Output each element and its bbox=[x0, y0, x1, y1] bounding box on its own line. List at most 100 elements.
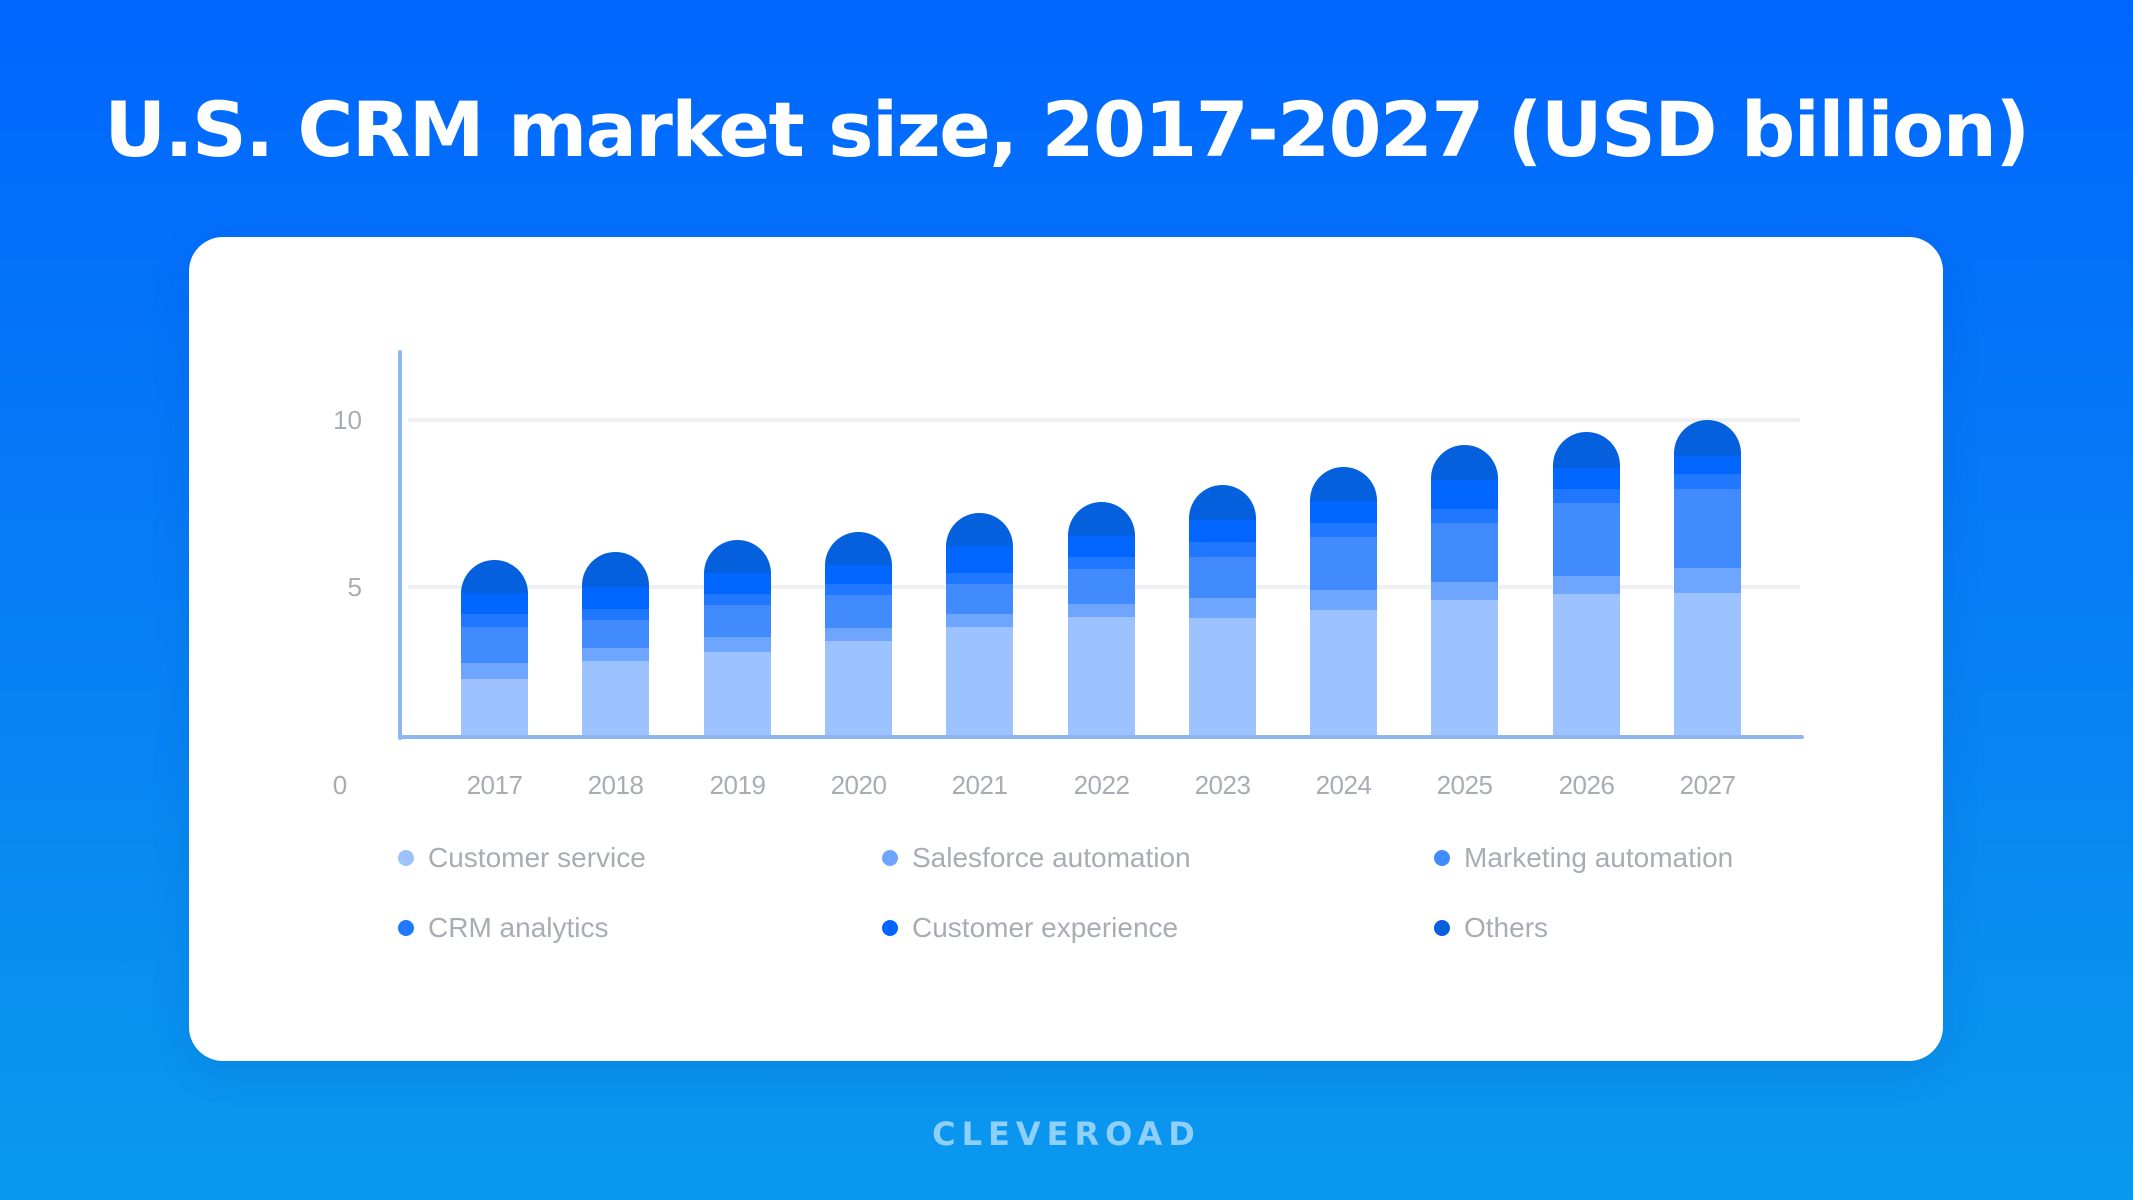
bar-2027 bbox=[1674, 420, 1741, 737]
legend-label: CRM analytics bbox=[428, 912, 609, 943]
bar-segment-marketing-automation bbox=[582, 620, 649, 649]
bar-segment-marketing-automation bbox=[1431, 523, 1498, 583]
legend-dot-icon bbox=[1434, 850, 1450, 866]
bar-segment-marketing-automation bbox=[1189, 557, 1256, 599]
bar-segment-customer-service bbox=[1553, 594, 1620, 737]
bar-2025 bbox=[1431, 445, 1498, 737]
bar-segment-customer-service bbox=[461, 679, 528, 737]
legend-item-marketing-automation: Marketing automation bbox=[1434, 838, 1733, 878]
bar-segment-customer-experience bbox=[704, 573, 771, 595]
x-tick-2022: 2022 bbox=[1073, 770, 1130, 800]
bar-2017 bbox=[461, 560, 528, 737]
bar-segment-marketing-automation bbox=[1068, 569, 1135, 605]
bar-segment-customer-service bbox=[1431, 600, 1498, 737]
bar-segment-salesforce-automation bbox=[946, 614, 1013, 627]
bar-2022 bbox=[1068, 502, 1135, 737]
bar-2018 bbox=[582, 552, 649, 737]
bar-segment-marketing-automation bbox=[946, 584, 1013, 615]
legend-item-salesforce-automation: Salesforce automation bbox=[882, 838, 1191, 878]
bar-segment-crm-analytics bbox=[704, 594, 771, 606]
bar-segment-marketing-automation bbox=[461, 627, 528, 664]
bar-segment-customer-service bbox=[1674, 593, 1741, 737]
bar-segment-crm-analytics bbox=[1189, 542, 1256, 558]
bar-segment-marketing-automation bbox=[1553, 503, 1620, 577]
bar-segment-salesforce-automation bbox=[461, 663, 528, 679]
bar-segment-customer-experience bbox=[1189, 520, 1256, 543]
bar-segment-crm-analytics bbox=[946, 573, 1013, 585]
bar-segment-customer-service bbox=[704, 652, 771, 737]
bar-segment-crm-analytics bbox=[1068, 557, 1135, 570]
bar-2026 bbox=[1553, 432, 1620, 737]
bar-segment-crm-analytics bbox=[1431, 509, 1498, 524]
x-tick-2024: 2024 bbox=[1315, 770, 1372, 800]
bar-segment-salesforce-automation bbox=[825, 628, 892, 641]
bar-segment-customer-service bbox=[946, 627, 1013, 737]
bar-segment-customer-experience bbox=[582, 587, 649, 610]
x-tick-2019: 2019 bbox=[709, 770, 766, 800]
bar-segment-customer-experience bbox=[946, 546, 1013, 574]
bar-segment-customer-experience bbox=[1310, 501, 1377, 524]
bar-segment-salesforce-automation bbox=[1310, 590, 1377, 610]
legend-item-others: Others bbox=[1434, 908, 1548, 948]
bar-segment-crm-analytics bbox=[461, 614, 528, 628]
bar-segment-customer-service bbox=[1189, 618, 1256, 737]
legend-dot-icon bbox=[882, 850, 898, 866]
bar-segment-salesforce-automation bbox=[1674, 568, 1741, 594]
x-tick-2025: 2025 bbox=[1436, 770, 1493, 800]
bar-segment-crm-analytics bbox=[1310, 523, 1377, 538]
x-tick-2027: 2027 bbox=[1679, 770, 1736, 800]
x-tick-2021: 2021 bbox=[951, 770, 1008, 800]
x-axis-line bbox=[398, 735, 1804, 739]
legend-label: Others bbox=[1464, 912, 1549, 943]
legend-item-customer-service: Customer service bbox=[398, 838, 646, 878]
bar-segment-marketing-automation bbox=[1310, 537, 1377, 591]
bar-segment-crm-analytics bbox=[1553, 489, 1620, 504]
bar-segment-marketing-automation bbox=[1674, 489, 1741, 569]
bar-2024 bbox=[1310, 467, 1377, 737]
bar-segment-customer-service bbox=[582, 661, 649, 737]
legend-dot-icon bbox=[398, 850, 414, 866]
bar-segment-customer-experience bbox=[1553, 468, 1620, 490]
legend-dot-icon bbox=[398, 920, 414, 936]
bar-segment-salesforce-automation bbox=[704, 637, 771, 652]
bar-segment-customer-experience bbox=[1674, 456, 1741, 475]
bar-segment-marketing-automation bbox=[704, 605, 771, 638]
bar-2019 bbox=[704, 540, 771, 737]
bar-2020 bbox=[825, 532, 892, 737]
legend-label: Marketing automation bbox=[1464, 842, 1734, 873]
bar-segment-crm-analytics bbox=[582, 609, 649, 621]
bar-segment-salesforce-automation bbox=[1068, 604, 1135, 617]
legend-item-crm-analytics: CRM analytics bbox=[398, 908, 608, 948]
x-tick-2018: 2018 bbox=[587, 770, 644, 800]
legend-item-customer-experience: Customer experience bbox=[882, 908, 1178, 948]
bar-segment-marketing-automation bbox=[825, 595, 892, 629]
bar-segment-salesforce-automation bbox=[1553, 576, 1620, 595]
bar-segment-customer-experience bbox=[1431, 480, 1498, 510]
page-title: U.S. CRM market size, 2017-2027 (USD bil… bbox=[104, 85, 2030, 174]
gridline-10 bbox=[408, 418, 1800, 422]
bar-segment-salesforce-automation bbox=[1431, 582, 1498, 600]
bar-segment-customer-experience bbox=[461, 593, 528, 615]
bar-segment-crm-analytics bbox=[1674, 474, 1741, 490]
y-tick-10: 10 bbox=[333, 405, 362, 435]
x-tick-2020: 2020 bbox=[830, 770, 887, 800]
bar-segment-salesforce-automation bbox=[582, 648, 649, 661]
bar-2023 bbox=[1189, 485, 1256, 737]
y-axis-line bbox=[398, 350, 402, 740]
x-tick-2026: 2026 bbox=[1558, 770, 1615, 800]
bar-2021 bbox=[946, 513, 1013, 737]
x-tick-2017: 2017 bbox=[466, 770, 523, 800]
brand-logo: CLEVEROAD bbox=[932, 1115, 1201, 1153]
bar-segment-customer-experience bbox=[825, 565, 892, 585]
x-tick-2023: 2023 bbox=[1194, 770, 1251, 800]
legend-dot-icon bbox=[1434, 920, 1450, 936]
bar-segment-salesforce-automation bbox=[1189, 598, 1256, 618]
legend-label: Salesforce automation bbox=[912, 842, 1191, 873]
bar-segment-customer-service bbox=[1310, 610, 1377, 737]
y-tick-0: 0 bbox=[332, 770, 348, 800]
legend-label: Customer experience bbox=[912, 912, 1179, 943]
legend-label: Customer service bbox=[428, 842, 646, 873]
legend-dot-icon bbox=[882, 920, 898, 936]
bar-segment-customer-experience bbox=[1068, 536, 1135, 558]
